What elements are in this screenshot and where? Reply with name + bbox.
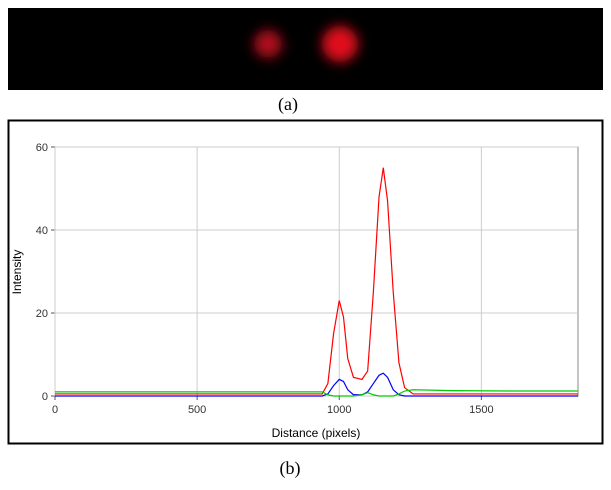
figure: (a) (b) Intensity Distance (pixels) 0 20 4…	[0, 0, 611, 490]
x-tick-label: 1500	[469, 404, 493, 416]
y-tick-label: 0	[42, 391, 48, 403]
y-axis-label: Intensity	[10, 250, 24, 295]
band	[254, 30, 282, 58]
x-axis-label: Distance (pixels)	[272, 426, 361, 440]
panel-label: (a)	[278, 94, 298, 115]
plot-background	[55, 147, 578, 396]
gel-image	[8, 8, 603, 90]
plot-area: 0 20 40 60 0 500 1000 1500	[36, 142, 578, 416]
x-tick-label: 0	[52, 404, 58, 416]
y-tick-label: 40	[36, 225, 48, 237]
x-tick-label: 500	[188, 404, 206, 416]
page: (a) (b) Intensity Distance (pixels) 0 20 4…	[0, 0, 611, 490]
band	[322, 26, 358, 62]
x-tick-label: 1000	[327, 404, 351, 416]
y-tick-label: 20	[36, 308, 48, 320]
panel-label: (b)	[280, 458, 301, 479]
y-tick-label: 60	[36, 142, 48, 154]
